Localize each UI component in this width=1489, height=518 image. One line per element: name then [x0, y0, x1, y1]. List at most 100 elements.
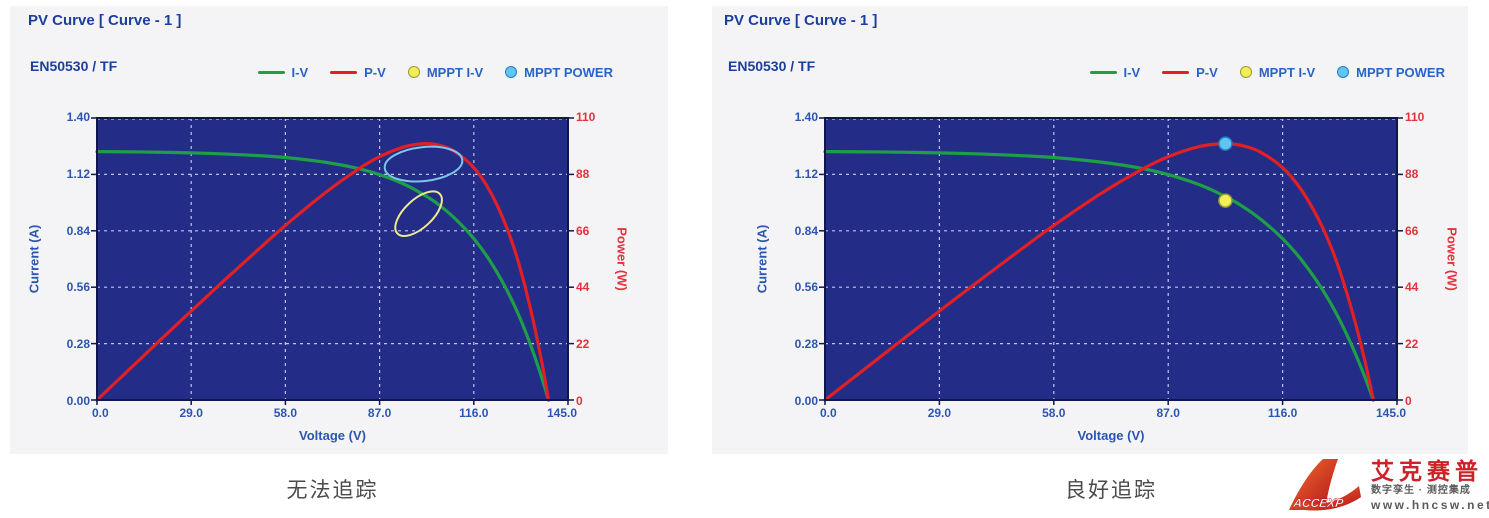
- logo-company-name: 艾克赛普: [1371, 457, 1483, 484]
- tick-label: 58.0: [273, 406, 298, 420]
- tick-label: 44: [576, 280, 590, 295]
- legend-item-i-v[interactable]: I-V: [257, 64, 309, 80]
- legend-label: MPPT POWER: [524, 64, 613, 80]
- pv-chart-left: [91, 117, 574, 405]
- i-v-curve: [95, 150, 551, 402]
- mppt-i-v-dot-swatch: [407, 66, 420, 78]
- tick-label: 66: [1405, 223, 1419, 238]
- tick-label: 0.28: [66, 337, 90, 352]
- legend: I-V P-V MPPT I-V MPPT POWER: [825, 63, 1445, 81]
- current-axis-ticks: 1.40 1.12 0.84 0.56 0.28 0.00: [768, 111, 818, 407]
- p-v-curve: [823, 141, 1375, 402]
- tick-label: 110: [1405, 110, 1425, 124]
- tick-label: 29.0: [179, 406, 203, 420]
- tick-label: 1.40: [794, 110, 818, 124]
- plot-background: [97, 118, 568, 400]
- p-v-line-swatch: [330, 70, 358, 74]
- i-v-curve: [823, 150, 1375, 402]
- tick-label: 88: [576, 166, 590, 181]
- tick-label: 110: [576, 110, 596, 124]
- p-v-curve: [95, 141, 551, 402]
- scattered-mppt-iv-region-ellipse: [394, 190, 443, 237]
- tick-label: 22: [1405, 337, 1419, 352]
- tick-label: 1.12: [66, 166, 90, 181]
- tick-label: 0.0: [819, 406, 837, 420]
- tick-label: 44: [1405, 280, 1419, 295]
- legend-label: I-V: [291, 64, 309, 80]
- left-plot-area: [91, 117, 574, 405]
- legend-item-p-v[interactable]: P-V: [330, 65, 386, 80]
- i-v-line-swatch: [257, 70, 285, 74]
- legend: I-V P-V MPPT I-V MPPT POWER: [97, 63, 613, 81]
- voltage-axis-label: Voltage (V): [299, 428, 366, 443]
- pv-chart-right: [819, 117, 1403, 405]
- plot-background: [825, 118, 1397, 400]
- legend-item-mppt-i-v[interactable]: MPPT I-V: [407, 64, 484, 80]
- left-caption: 无法追踪: [286, 479, 379, 502]
- tick-label: 1.40: [66, 110, 90, 124]
- legend-label: MPPT I-V: [426, 64, 484, 80]
- power-axis-ticks: 110 88 66 44 22 0: [576, 111, 616, 407]
- tick-label: 66: [576, 223, 590, 238]
- logo-mark-text: ACCEXP: [1291, 496, 1345, 510]
- mppt-i-v-marker: [1218, 193, 1233, 208]
- accexp-logo: ACCEXP 艾克赛普 数字孪生 · 测控集成 www.hncsw.net: [1288, 456, 1489, 514]
- voltage-axis-ticks: 0.0 29.0 58.0 87.0 116.0 145.0: [820, 406, 1406, 420]
- right-plot-area: [819, 117, 1403, 405]
- tick-label: 87.0: [1156, 406, 1180, 420]
- logo-url[interactable]: www.hncsw.net: [1371, 497, 1489, 512]
- i-v-line-swatch: [1089, 70, 1117, 74]
- tick-label: 145.0: [1375, 406, 1407, 420]
- voltage-axis-label: Voltage (V): [1077, 428, 1145, 443]
- tick-label: 145.0: [546, 406, 578, 420]
- legend-item-mppt-power[interactable]: MPPT POWER: [1337, 65, 1445, 80]
- tick-label: 0.84: [794, 223, 818, 238]
- legend-label: MPPT POWER: [1356, 64, 1445, 80]
- tick-label: 0: [1405, 393, 1412, 408]
- legend-item-mppt-power[interactable]: MPPT POWER: [505, 65, 613, 80]
- power-axis-ticks: 110 88 66 44 22 0: [1405, 111, 1445, 407]
- tick-label: 22: [576, 337, 590, 352]
- current-axis-ticks: 1.40 1.12 0.84 0.56 0.28 0.00: [40, 111, 90, 407]
- legend-item-i-v[interactable]: I-V: [1089, 64, 1141, 80]
- tick-label: 0.56: [794, 280, 818, 295]
- right-caption: 良好追踪: [1065, 479, 1157, 502]
- tick-label: 116.0: [459, 406, 489, 420]
- accexp-logo-mark-icon: ACCEXP: [1289, 459, 1361, 511]
- tick-label: 0.00: [794, 393, 818, 408]
- legend-label: MPPT I-V: [1258, 64, 1316, 80]
- plot-border: [96, 117, 569, 401]
- page-title: PV Curve [ Curve - 1 ]: [28, 12, 182, 29]
- legend-item-p-v[interactable]: P-V: [1162, 65, 1218, 80]
- p-v-line-swatch: [1162, 70, 1190, 74]
- mppt-power-marker: [1218, 136, 1233, 151]
- voltage-axis-ticks: 0.0 29.0 58.0 87.0 116.0 145.0: [92, 406, 577, 420]
- legend-label: I-V: [1123, 64, 1141, 80]
- tick-label: 0.56: [66, 280, 90, 295]
- logo-swoosh-shape: [1292, 486, 1361, 511]
- mppt-power-dot-swatch: [1337, 66, 1350, 78]
- standard-label: EN50530 / TF: [728, 58, 816, 74]
- plot-border: [824, 117, 1398, 401]
- legend-label: P-V: [1196, 64, 1218, 80]
- tick-label: 0.28: [794, 337, 818, 352]
- logo-tagline: 数字孪生 · 测控集成: [1371, 484, 1471, 496]
- tick-label: 29.0: [927, 406, 952, 420]
- tick-label: 88: [1405, 166, 1419, 181]
- tick-label: 0: [576, 393, 583, 408]
- power-axis-label: Power (W): [614, 227, 630, 291]
- power-axis-label: Power (W): [1444, 227, 1460, 291]
- logo-a-shape: [1289, 459, 1338, 510]
- tick-label: 116.0: [1267, 406, 1298, 420]
- tick-label: 0.84: [66, 223, 90, 238]
- legend-label: P-V: [364, 64, 386, 80]
- tick-label: 1.12: [794, 166, 818, 181]
- mppt-i-v-dot-swatch: [1239, 66, 1252, 78]
- legend-item-mppt-i-v[interactable]: MPPT I-V: [1239, 64, 1316, 80]
- tick-label: 58.0: [1042, 406, 1066, 420]
- scattered-mppt-power-region-ellipse: [383, 145, 464, 183]
- logo-text-block: 艾克赛普 数字孪生 · 测控集成 www.hncsw.net: [1371, 459, 1489, 512]
- page-title: PV Curve [ Curve - 1 ]: [724, 12, 878, 29]
- tick-label: 0.0: [91, 406, 109, 420]
